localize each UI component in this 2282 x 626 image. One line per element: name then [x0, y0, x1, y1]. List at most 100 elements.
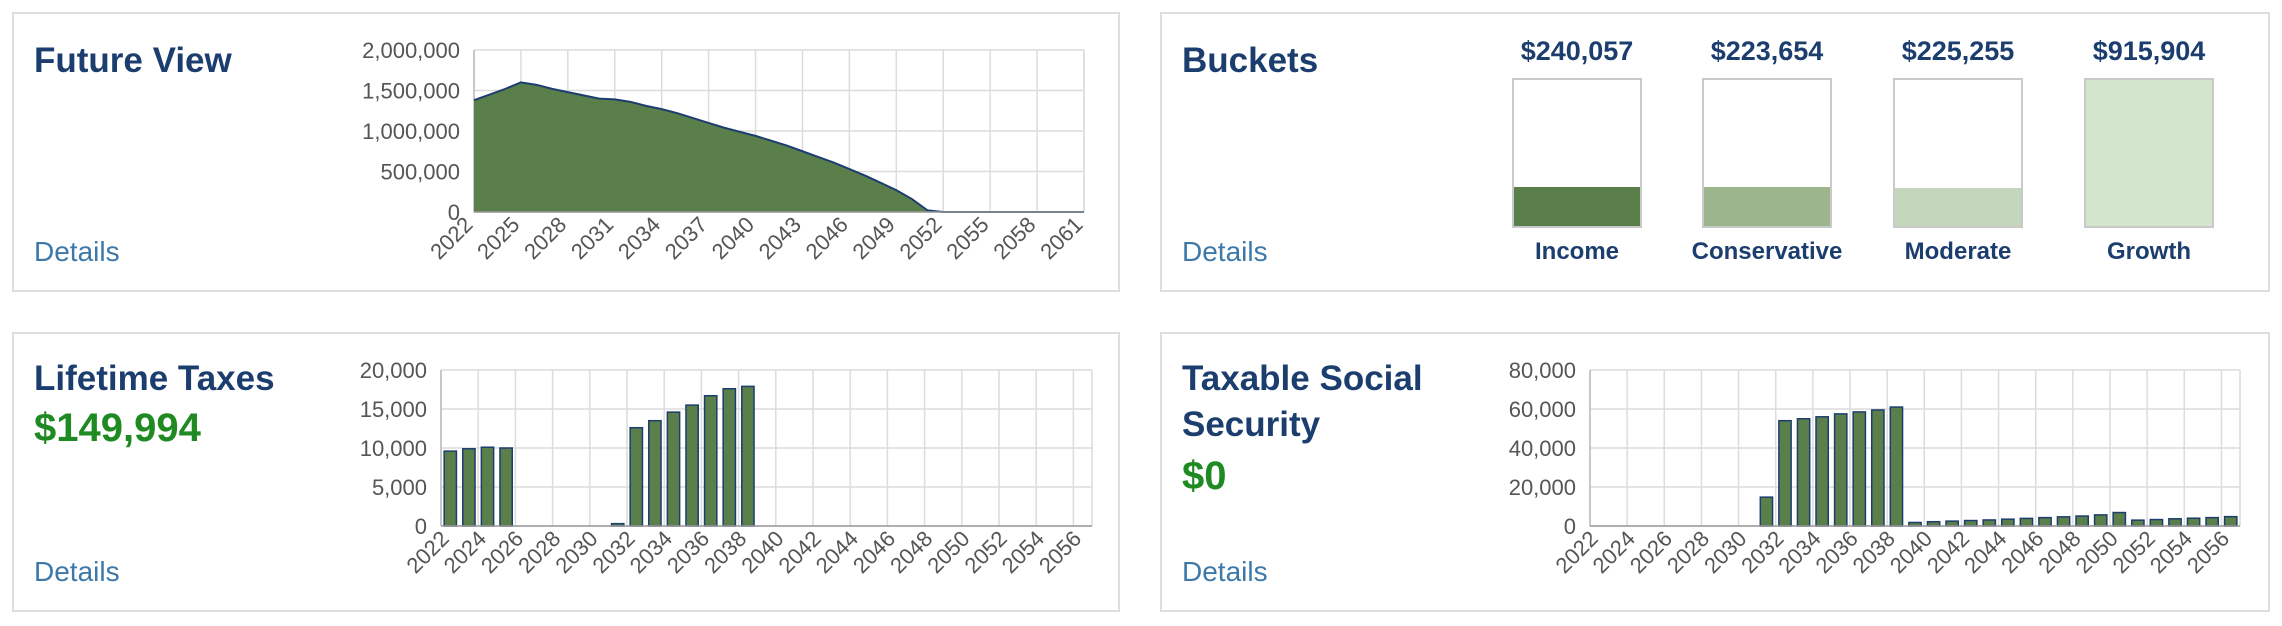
bucket-value-moderate: $225,255	[1901, 36, 2015, 66]
future-view-chart: 2,000,0001,500,0001,000,000500,000020222…	[362, 38, 1087, 264]
bar-2037[interactable]	[722, 387, 737, 527]
taxable-ss-title-line2: Security	[1182, 405, 1321, 444]
y-tick-label: 2,000,000	[362, 38, 460, 63]
bar-2053[interactable]	[2168, 518, 2182, 527]
lifetime-taxes-card: Lifetime Taxes $149,994 Details 20,000 15…	[12, 332, 1120, 612]
bar-2032[interactable]	[1778, 419, 1792, 527]
bar-2024[interactable]	[480, 446, 495, 527]
bucket-box-moderate[interactable]	[1893, 78, 2023, 228]
lifetime-taxes-chart: 20,00015,00010,0005,00002022202420262028…	[360, 358, 1093, 578]
x-tick-label: 2022	[425, 212, 477, 264]
bucket-value-conservative: $223,654	[1710, 36, 1824, 66]
bar-2042[interactable]	[1963, 519, 1978, 527]
y-tick-label: 0	[415, 514, 427, 539]
x-tick-label: 2025	[472, 212, 524, 264]
area-series	[474, 82, 1084, 213]
bar-2049[interactable]	[2093, 514, 2108, 527]
bar-2031[interactable]	[1759, 496, 1774, 527]
bar-2038[interactable]	[741, 385, 755, 527]
taxable-ss-card: Taxable Social Security $0 Details 80,00…	[1160, 332, 2270, 612]
future-view-details-link[interactable]: Details	[34, 236, 120, 267]
bar-2025[interactable]	[499, 447, 513, 527]
bar-2036[interactable]	[1852, 411, 1867, 527]
x-tick-label: 2058	[988, 212, 1040, 264]
x-tick-label: 2043	[754, 212, 806, 264]
bar-2048[interactable]	[2075, 515, 2090, 527]
bar-2037[interactable]	[1870, 409, 1885, 527]
bar-2036[interactable]	[703, 394, 718, 527]
y-tick-label: 1,500,000	[362, 79, 460, 104]
x-tick-label: 2040	[707, 212, 759, 264]
bar-2051[interactable]	[2130, 519, 2145, 527]
y-tick-label: 20,000	[360, 358, 427, 383]
x-tick-label: 2049	[848, 212, 900, 264]
taxable-ss-details-link[interactable]: Details	[1182, 556, 1268, 587]
x-tick-label: 2052	[894, 212, 946, 264]
bar-2055[interactable]	[2205, 516, 2220, 527]
bucket-label-income: Income	[1534, 238, 1620, 265]
y-tick-label: 500,000	[380, 160, 460, 185]
bucket-label-growth: Growth	[2107, 238, 2191, 265]
bar-2034[interactable]	[666, 411, 681, 527]
lifetime-taxes-value: $149,994	[34, 406, 201, 450]
bar-2054[interactable]	[2186, 517, 2201, 527]
bar-2038[interactable]	[1889, 406, 1904, 527]
taxable-ss-chart: 80,00060,00040,00020,0000202220242026202…	[1509, 358, 2241, 578]
y-tick-label: 1,000,000	[362, 119, 460, 144]
y-tick-label: 20,000	[1509, 475, 1576, 500]
x-tick-label: 2034	[613, 212, 665, 264]
bar-2050[interactable]	[2112, 511, 2127, 527]
y-tick-label: 0	[1564, 514, 1576, 539]
bar-2056[interactable]	[2223, 515, 2238, 527]
bucket-box-income[interactable]	[1512, 78, 1642, 228]
lifetime-taxes-details-link[interactable]: Details	[34, 556, 120, 587]
bucket-value-growth: $915,904	[2092, 36, 2206, 66]
bucket-label-conservative: Conservative	[1691, 238, 1843, 265]
taxable-ss-value: $0	[1182, 454, 1227, 498]
y-tick-label: 80,000	[1509, 358, 1576, 383]
y-tick-label: 5,000	[372, 475, 427, 500]
bucket-value-income: $240,057	[1520, 36, 1634, 66]
x-tick-label: 2046	[801, 212, 853, 264]
y-tick-label: 40,000	[1509, 436, 1576, 461]
buckets-title: Buckets	[1182, 41, 1319, 80]
bar-2022[interactable]	[443, 450, 458, 527]
x-tick-label: 2055	[941, 212, 993, 264]
taxable-ss-title-line1: Taxable Social	[1182, 359, 1423, 398]
bucket-fill-growth	[2086, 80, 2212, 226]
bar-2034[interactable]	[1815, 416, 1830, 527]
bar-2035[interactable]	[1833, 413, 1848, 527]
y-tick-label: 15,000	[360, 397, 427, 422]
bucket-box-growth[interactable]	[2084, 78, 2214, 228]
buckets-card: Buckets Details $240,057 Income $223,654 Co…	[1160, 12, 2270, 292]
buckets-details-link[interactable]: Details	[1182, 236, 1268, 267]
bucket-fill-moderate	[1895, 188, 2021, 226]
bar-2045[interactable]	[2019, 517, 2034, 527]
bar-2044[interactable]	[2000, 518, 2015, 527]
bucket-fill-income	[1514, 186, 1640, 226]
x-tick-label: 2037	[660, 212, 712, 264]
x-tick-label: 2056	[1034, 526, 1086, 578]
bucket-fill-conservative	[1704, 186, 1830, 226]
x-tick-label: 2028	[519, 212, 571, 264]
bar-2035[interactable]	[685, 404, 699, 527]
bucket-label-moderate: Moderate	[1904, 238, 2012, 265]
future-view-title: Future View	[34, 41, 232, 80]
future-view-card: Future View Details 2,000,000 1,500,000 1,…	[12, 12, 1120, 292]
bar-2052[interactable]	[2149, 518, 2164, 527]
y-tick-label: 0	[448, 200, 460, 225]
x-tick-label: 2061	[1035, 212, 1087, 264]
bar-2047[interactable]	[2056, 516, 2071, 527]
bar-2046[interactable]	[2038, 516, 2052, 527]
x-tick-label: 2031	[566, 212, 618, 264]
lifetime-taxes-title: Lifetime Taxes	[34, 359, 275, 398]
bar-2032[interactable]	[629, 426, 644, 527]
bar-2043[interactable]	[1982, 519, 1997, 527]
bar-2023[interactable]	[462, 448, 476, 527]
bar-2033[interactable]	[648, 419, 662, 527]
y-tick-label: 60,000	[1509, 397, 1576, 422]
bucket-box-conservative[interactable]	[1702, 78, 1832, 228]
y-tick-label: 10,000	[360, 436, 427, 461]
x-tick-label: 2056	[2182, 526, 2234, 578]
bar-2033[interactable]	[1796, 418, 1811, 527]
